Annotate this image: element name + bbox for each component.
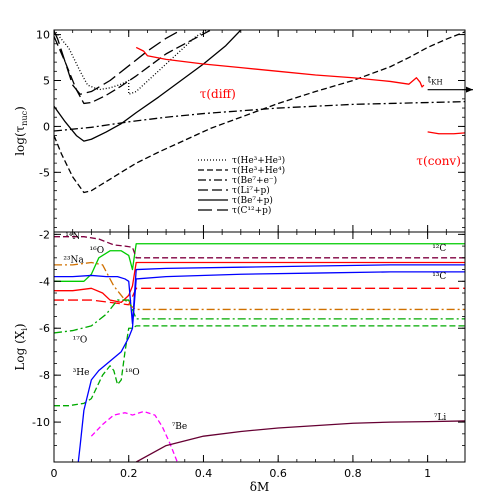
bottom-ytick-label: -8 (39, 369, 50, 382)
bottom-annotation-text: ⁷Be (172, 422, 188, 432)
top-series-c-p-line (54, 30, 182, 95)
bottom-annotation: ¹⁷O (73, 335, 88, 345)
top-y-axis-label-sub: nuc (20, 110, 29, 125)
bottom-annotation-text: ⁷Li (434, 413, 447, 423)
top-annotation: tKH (428, 75, 443, 86)
bottom-y-axis-label: Log (Xi) (13, 323, 29, 370)
top-annotation-sub: KH (431, 78, 442, 86)
top-annotation: τ(diff) (200, 87, 236, 101)
bottom-annotation: ¹⁶O (89, 246, 104, 256)
top-ytick-label: 0 (43, 120, 50, 133)
bottom-xtick-label: 0.4 (195, 467, 213, 480)
bottom-annotation: ³He (73, 368, 90, 378)
bottom-series-na-line (54, 261, 465, 311)
top-series-be-p-line (54, 30, 242, 142)
top-annotation: τ(conv) (416, 154, 460, 168)
bottom-xtick-label: 1 (424, 467, 431, 480)
bottom-series-o-line (54, 299, 465, 334)
bottom-ytick-label: -10 (32, 416, 50, 429)
legend-label-he-he: τ(He³+He³) (232, 155, 285, 166)
top-series-he-he-line (54, 30, 208, 95)
bottom-annotation-text: ¹⁶O (89, 246, 104, 256)
bottom-annotation-text: ¹³C (432, 272, 446, 282)
tkh-arrow-head (466, 86, 473, 93)
bottom-annotation: ¹²C (432, 244, 446, 254)
bottom-xtick-label: 0.8 (344, 467, 362, 480)
top-y-axis-label-main: log(τ (13, 125, 27, 155)
top-ytick-label: 5 (43, 75, 50, 88)
legend-label-c-p: τ(C¹²+p) (232, 205, 271, 216)
bottom-y-axis-label-main: Log (X (13, 330, 27, 370)
bottom-series-li-line (135, 420, 465, 462)
bottom-ytick-label: -6 (39, 322, 50, 335)
bottom-xtick-label: 0 (51, 467, 58, 480)
bottom-annotation-text: ¹⁴N (65, 232, 80, 242)
top-series-conv-line (427, 131, 465, 135)
bottom-series-n-line (54, 236, 465, 259)
bottom-series-c-line (54, 264, 465, 325)
bottom-series-o-dashed-line (54, 287, 465, 306)
legend-label-be-p: τ(Be⁷+p) (232, 195, 273, 206)
legend-label-li-p: τ(Li⁷+p) (232, 185, 270, 196)
top-y-axis-label-end: ) (13, 106, 27, 111)
bottom-xtick-label: 0.6 (269, 467, 287, 480)
top-series-diff-line (135, 46, 425, 88)
bottom-series-c-line (54, 243, 465, 282)
bottom-annotation: ¹³C (432, 272, 446, 282)
top-ytick-label: 10 (36, 29, 50, 42)
bottom-xtick-label: 0.2 (120, 467, 138, 480)
bottom-panel: -2 -4 -6 -8 -10 0 0.2 0.4 0.6 0.8 1 δM Log (Xi) ¹⁴N ¹⁶… (13, 228, 466, 491)
bottom-y-axis-label-sub: i (20, 328, 29, 331)
bottom-annotation-text: ¹²C (432, 244, 446, 254)
bottom-annotation-text: ²³Na (63, 256, 84, 266)
bottom-annotation: ⁷Li (434, 413, 447, 423)
top-series-li-p-line (54, 30, 212, 105)
bottom-series-o-line (54, 261, 465, 304)
top-annotation-text: τ(conv) (416, 154, 460, 168)
bottom-x-axis-label: δM (250, 480, 270, 491)
bottom-annotation: ¹⁴N (65, 232, 80, 242)
bottom-annotation-text: ¹⁸O (125, 368, 140, 378)
bottom-series-group (54, 236, 465, 462)
bottom-annotation-text: ¹⁷O (73, 335, 88, 345)
top-y-axis-label: log(τnuc) (13, 106, 29, 156)
bottom-series-he-line (77, 271, 465, 462)
top-ytick-label: -5 (39, 166, 50, 179)
bottom-series-o-line (54, 325, 465, 407)
bottom-annotation: ²³Na (63, 256, 84, 266)
legend-label-be-e: τ(Be⁷+e⁻) (232, 175, 277, 186)
top-annotation-text: τ(diff) (200, 87, 236, 101)
top-panel: -5 0 5 10 log(τnuc) τ(diff) τ(conv) tKH τ(He³+He… (13, 29, 473, 233)
bottom-annotation: ⁷Be (172, 422, 188, 432)
bottom-annotation: ¹⁸O (125, 368, 140, 378)
bottom-series-be-line (90, 410, 178, 462)
top-annotation-text: t (428, 75, 432, 85)
bottom-ytick-label: -2 (39, 228, 50, 241)
bottom-y-axis-label-end: ) (13, 323, 27, 328)
bottom-annotation-text: ³He (73, 368, 90, 378)
top-series-he-he-line (54, 31, 465, 194)
top-series-group (54, 30, 465, 194)
legend-label-he-he: τ(He³+He⁴) (232, 165, 285, 176)
bottom-ytick-label: -4 (39, 275, 50, 288)
